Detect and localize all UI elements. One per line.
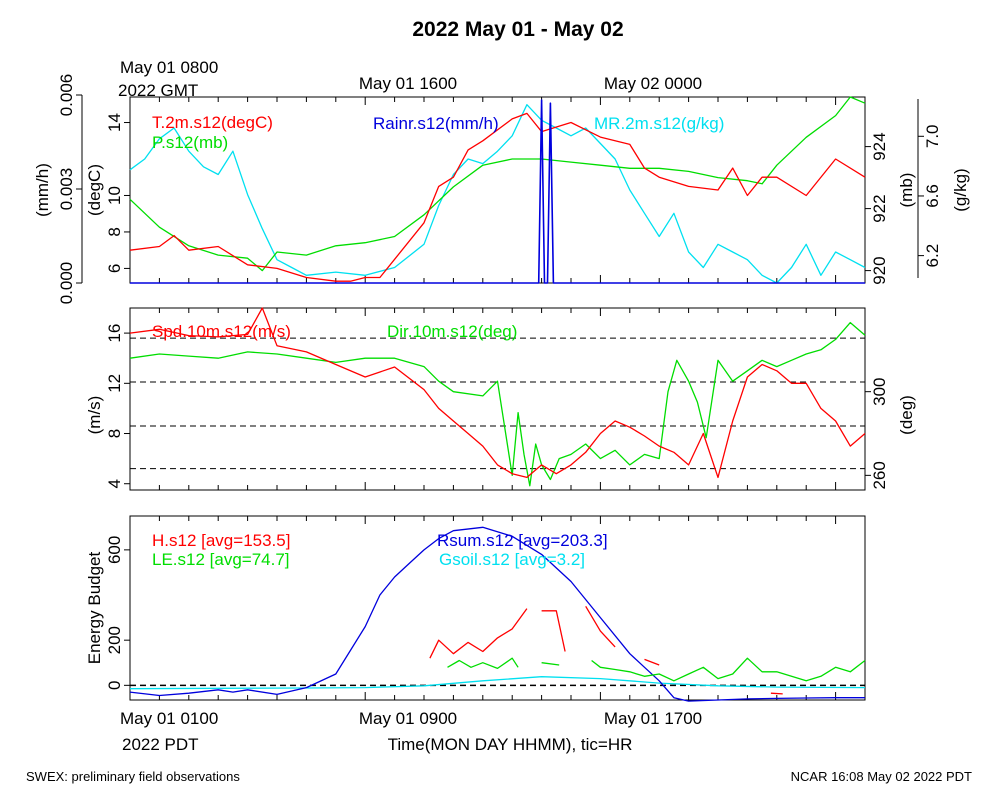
temp-axis-label: (degC)	[85, 164, 104, 216]
gmt-start-year: 2022 GMT	[118, 81, 198, 100]
pres-axis-label: (mb)	[897, 173, 916, 208]
legend-le: LE.s12 [avg=74.7]	[152, 550, 290, 569]
gmt-time-1: May 01 1600	[359, 74, 457, 93]
energy-axis-label: Energy Budget	[85, 551, 104, 664]
legend-wind-direction: Dir.10m.s12(deg)	[387, 322, 517, 341]
legend-temperature: T.2m.s12(degC)	[152, 113, 273, 132]
legend-mixing-ratio: MR.2m.s12(g/kg)	[594, 114, 724, 133]
energy-axis-tick-label: 0	[105, 681, 124, 690]
speed-axis-tick-label: 12	[105, 374, 124, 393]
pres-axis-tick-label: 922	[870, 194, 889, 222]
pres-axis-tick-label: 924	[870, 132, 889, 160]
rain-axis-label: (mm/h)	[33, 163, 52, 217]
pdt-start-year: 2022 PDT	[122, 735, 199, 754]
h-segment	[770, 692, 783, 695]
direction-axis-tick-label: 260	[870, 461, 889, 489]
temperature-line	[129, 112, 866, 282]
plot-layer: 0.000 0.003 0.006 (mm/h) 6 8 10 14 (degC) 920 922 9…	[33, 74, 970, 702]
speed-axis-label: (m/s)	[85, 396, 104, 435]
pres-axis-tick-label: 920	[870, 256, 889, 284]
speed-axis-tick-label: 8	[105, 429, 124, 438]
legend-rain-rate: Rainr.s12(mm/h)	[373, 114, 499, 133]
speed-axis-tick-label: 16	[105, 324, 124, 343]
gsoil-line	[129, 676, 866, 690]
footer-left: SWEX: preliminary field observations	[26, 769, 240, 784]
direction-axis-label: (deg)	[897, 395, 916, 435]
wind-direction-line	[129, 321, 866, 487]
direction-axis-tick-label: 300	[870, 377, 889, 405]
mix-axis-tick-label: 6.2	[923, 244, 942, 268]
speed-axis-tick-label: 4	[105, 479, 124, 488]
legend-wind-speed: Spd.10m.s12(m/s)	[152, 322, 291, 341]
energy-axis-tick-label: 200	[105, 626, 124, 654]
h-segment	[644, 658, 660, 666]
mix-axis-tick-label: 7.0	[923, 124, 942, 148]
rain-axis-tick-label: 0.003	[57, 168, 76, 211]
footer-right: NCAR 16:08 May 02 2022 PDT	[791, 769, 972, 784]
legend-gsoil: Gsoil.s12 [avg=3.2]	[439, 550, 585, 569]
pdt-time-2: May 01 1700	[604, 709, 702, 728]
pdt-time-1: May 01 0900	[359, 709, 457, 728]
energy-axis-tick-label: 600	[105, 536, 124, 564]
temp-axis-tick-label: 6	[105, 264, 124, 273]
mix-axis-tick-label: 6.6	[923, 184, 942, 208]
temp-axis-tick-label: 8	[105, 227, 124, 236]
mixing-ratio-line	[129, 104, 866, 284]
x-axis-label: Time(MON DAY HHMM), tic=HR	[388, 735, 633, 754]
rain-axis-tick-label: 0.006	[57, 74, 76, 117]
rain-axis-tick-label: 0.000	[57, 262, 76, 305]
chart-title: 2022 May 01 - May 02	[412, 18, 623, 41]
mix-axis-label: (g/kg)	[951, 168, 970, 211]
gmt-start-time: May 01 0800	[120, 58, 218, 77]
le-segment	[447, 657, 519, 670]
legend-pressure: P.s12(mb)	[152, 133, 228, 152]
temp-axis-tick-label: 14	[105, 113, 124, 132]
h-segment	[585, 605, 616, 648]
legend-h: H.s12 [avg=153.5]	[152, 531, 290, 550]
gmt-time-2: May 02 0000	[604, 74, 702, 93]
h-segment	[429, 608, 528, 659]
rsum-line	[129, 526, 865, 702]
temp-axis-tick-label: 10	[105, 186, 124, 205]
h-segment	[541, 610, 566, 652]
le-segment	[591, 657, 866, 682]
le-segment	[541, 662, 560, 666]
pdt-start-time: May 01 0100	[120, 709, 218, 728]
wind-speed-line	[129, 307, 866, 479]
rain-rate-line	[130, 99, 865, 284]
legend-rsum: Rsum.s12 [avg=203.3]	[437, 531, 608, 550]
